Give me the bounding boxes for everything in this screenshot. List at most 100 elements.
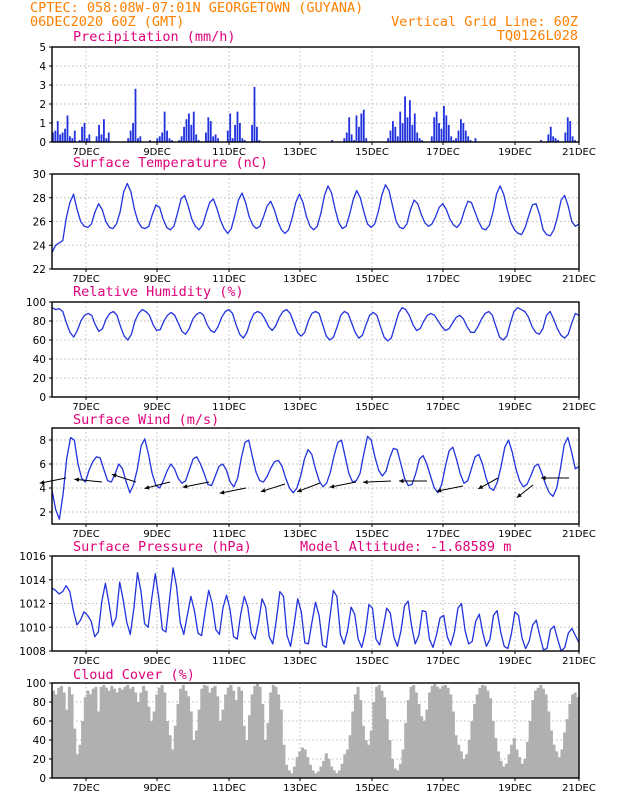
pressure-xtick-label: 15DEC [355, 656, 389, 667]
precipitation-bar [467, 136, 470, 142]
precipitation-bar [231, 138, 234, 142]
cloud-cover-column [224, 694, 228, 778]
pressure-xtick-label: 17DEC [426, 656, 460, 667]
precipitation-bar [569, 121, 572, 142]
precipitation-bar [69, 136, 71, 142]
cloud-cover-column [97, 711, 101, 778]
wind-ytick-label: 6 [39, 459, 46, 471]
humidity-frame [51, 301, 580, 398]
precipitation-bar [404, 96, 406, 142]
cloud-cover-column [195, 730, 199, 778]
cloud-cover-xtick-label: 21DEC [562, 783, 596, 794]
precipitation-bar [345, 132, 348, 142]
cloud-cover-column [279, 709, 283, 778]
cloud-cover-column [457, 744, 461, 778]
cloud-cover-column [364, 740, 368, 778]
cloud-cover-column [441, 685, 445, 778]
cloud-cover-column [361, 725, 365, 778]
cloud-cover-column [340, 763, 344, 778]
precipitation-bar [474, 138, 477, 142]
pressure-xtick-label: 11DEC [212, 656, 246, 667]
cloud-cover-column [435, 686, 440, 778]
precipitation-bar [95, 136, 98, 142]
cloud-cover-column [332, 770, 336, 778]
precipitation-bar [389, 130, 392, 142]
cloud-cover-column [481, 684, 485, 778]
precipitation-bar [362, 109, 365, 142]
precipitation-bar [61, 132, 64, 142]
precipitation-bar [195, 134, 198, 142]
cloud-cover-column [70, 694, 74, 778]
cloud-cover-column [512, 738, 516, 778]
cloud-cover-column [142, 685, 146, 778]
cloud-cover-column [128, 688, 132, 778]
cloud-cover-column [390, 759, 395, 778]
cloud-cover-column [205, 685, 209, 778]
precipitation-ytick-label: 5 [39, 42, 46, 54]
wind-xtick-label: 7DEC [72, 529, 99, 540]
precipitation-bar [406, 117, 409, 142]
cloud-cover-column [147, 706, 151, 778]
cloud-cover-column [176, 703, 180, 778]
pressure-plot: 1008 1010 1012 1014 1016 7DEC 9DEC 11DEC 13DEC 15… [19, 551, 596, 667]
precipitation-bar [409, 100, 411, 142]
cloud-cover-column [526, 741, 530, 778]
precipitation-xtick-label: 15DEC [355, 147, 389, 158]
precipitation-bar [445, 115, 448, 142]
precipitation-bar [129, 130, 132, 142]
precipitation-bar [350, 134, 353, 142]
cloud-cover-column [488, 698, 493, 778]
wind-arrow-head [182, 484, 188, 489]
temperature-xtick-label: 11DEC [212, 274, 246, 285]
temperature-ytick-label: 26 [33, 217, 47, 229]
humidity-ytick-label: 100 [26, 297, 46, 309]
precipitation-bar [183, 126, 185, 142]
cloud-cover-column [160, 684, 164, 778]
humidity-title: Relative Humidity (%) [73, 284, 244, 300]
precipitation-bar [457, 130, 460, 142]
cloud-cover-column [171, 749, 175, 778]
cloud-cover-column [438, 688, 442, 778]
precipitation-bar [253, 86, 256, 142]
cloud-cover-column [200, 688, 204, 778]
precipitation-xtick-label: 21DEC [562, 147, 596, 158]
cloud-cover-column [189, 711, 193, 778]
precipitation-bar [396, 136, 399, 142]
precipitation-bar [212, 136, 215, 142]
precipitation-bar [105, 138, 108, 142]
cloud-cover-column [292, 766, 297, 778]
cloud-cover-column [557, 757, 561, 778]
cloud-cover-column [134, 692, 138, 778]
temperature-title: Surface Temperature (nC) [73, 155, 268, 171]
precipitation-bar [358, 126, 360, 142]
cloud-cover-column [110, 685, 114, 778]
precipitation-bar [413, 113, 416, 142]
wind-xtick-label: 15DEC [355, 529, 389, 540]
humidity-ytick-label: 0 [39, 392, 46, 404]
cloud-cover-column [565, 719, 569, 778]
cloud-cover-column [165, 721, 169, 778]
cloud-cover-column [247, 715, 252, 778]
temperature-xtick-label: 13DEC [283, 274, 317, 285]
precipitation-bar [161, 132, 164, 142]
precipitation-bar [86, 138, 88, 142]
precipitation-bar [256, 126, 258, 142]
wind-ytick-label: 2 [39, 507, 46, 519]
precipitation-bar [236, 111, 239, 142]
cloud-cover-column [499, 760, 503, 778]
cloud-cover-column [353, 694, 357, 778]
precipitation-xtick-label: 11DEC [212, 147, 246, 158]
cloud-cover-column [290, 773, 294, 778]
pressure-frame [51, 555, 580, 652]
temperature-ytick-label: 24 [33, 240, 47, 252]
cloud-cover-column [221, 709, 225, 778]
cloud-cover-column [338, 770, 342, 778]
cloud-cover-column [81, 721, 85, 778]
wind-xtick-label: 13DEC [283, 529, 317, 540]
cloud-cover-column [316, 771, 320, 778]
precipitation-bar [574, 140, 576, 142]
precipitation-bar [394, 126, 397, 142]
precipitation-bar [156, 138, 159, 142]
cloud-cover-column [285, 764, 289, 778]
precipitation-bar [331, 140, 334, 142]
